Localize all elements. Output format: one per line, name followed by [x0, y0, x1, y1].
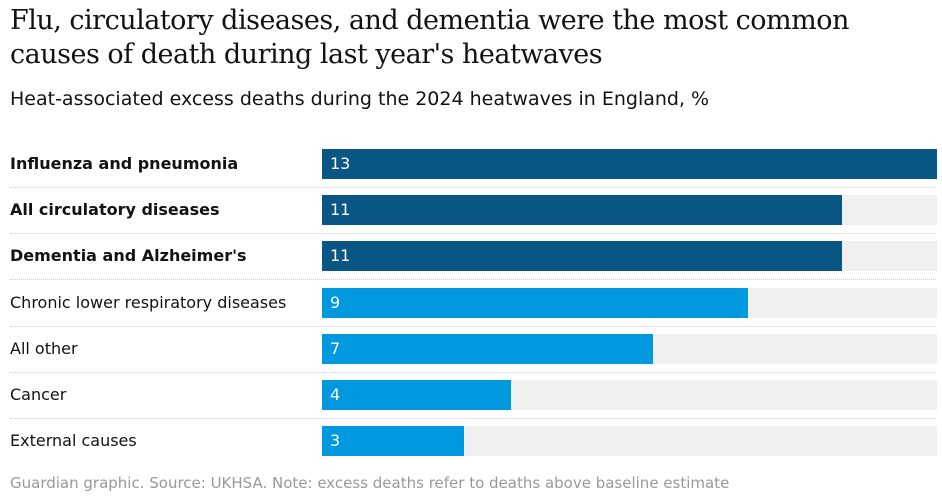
- bar-track: 11: [322, 195, 937, 225]
- row-divider: [10, 233, 936, 234]
- bar-track: 7: [322, 334, 937, 364]
- row-divider: [10, 279, 936, 280]
- bar: 11: [322, 241, 842, 271]
- bar: 11: [322, 195, 842, 225]
- bar: 4: [322, 380, 511, 410]
- row-divider: [10, 187, 936, 188]
- bar-value-label: 3: [330, 431, 341, 450]
- bar: 9: [322, 288, 748, 318]
- bar-track: 9: [322, 288, 937, 318]
- category-label: Influenza and pneumonia: [10, 154, 239, 173]
- bar-track: 11: [322, 241, 937, 271]
- category-label: External causes: [10, 431, 137, 450]
- bar-value-label: 9: [330, 293, 341, 312]
- bar-value-label: 11: [330, 200, 351, 219]
- chart-title: Flu, circulatory diseases, and dementia …: [10, 5, 849, 70]
- bar-value-label: 4: [330, 385, 341, 404]
- bar-track: 13: [322, 149, 937, 179]
- category-label: Chronic lower respiratory diseases: [10, 293, 287, 312]
- bar-value-label: 11: [330, 246, 351, 265]
- bar: 13: [322, 149, 937, 179]
- row-divider: [10, 326, 936, 327]
- bar-track: 4: [322, 380, 937, 410]
- row-divider: [10, 418, 936, 419]
- bar-track: 3: [322, 426, 937, 456]
- category-label: All circulatory diseases: [10, 200, 220, 219]
- category-label: Cancer: [10, 385, 67, 404]
- bar-value-label: 7: [330, 339, 341, 358]
- row-divider: [10, 372, 936, 373]
- bar-value-label: 13: [330, 154, 351, 173]
- bar: 3: [322, 426, 464, 456]
- chart-subtitle: Heat-associated excess deaths during the…: [10, 88, 710, 110]
- category-label: Dementia and Alzheimer's: [10, 246, 247, 265]
- bar: 7: [322, 334, 653, 364]
- category-label: All other: [10, 339, 78, 358]
- source-footnote: Guardian graphic. Source: UKHSA. Note: e…: [10, 474, 730, 492]
